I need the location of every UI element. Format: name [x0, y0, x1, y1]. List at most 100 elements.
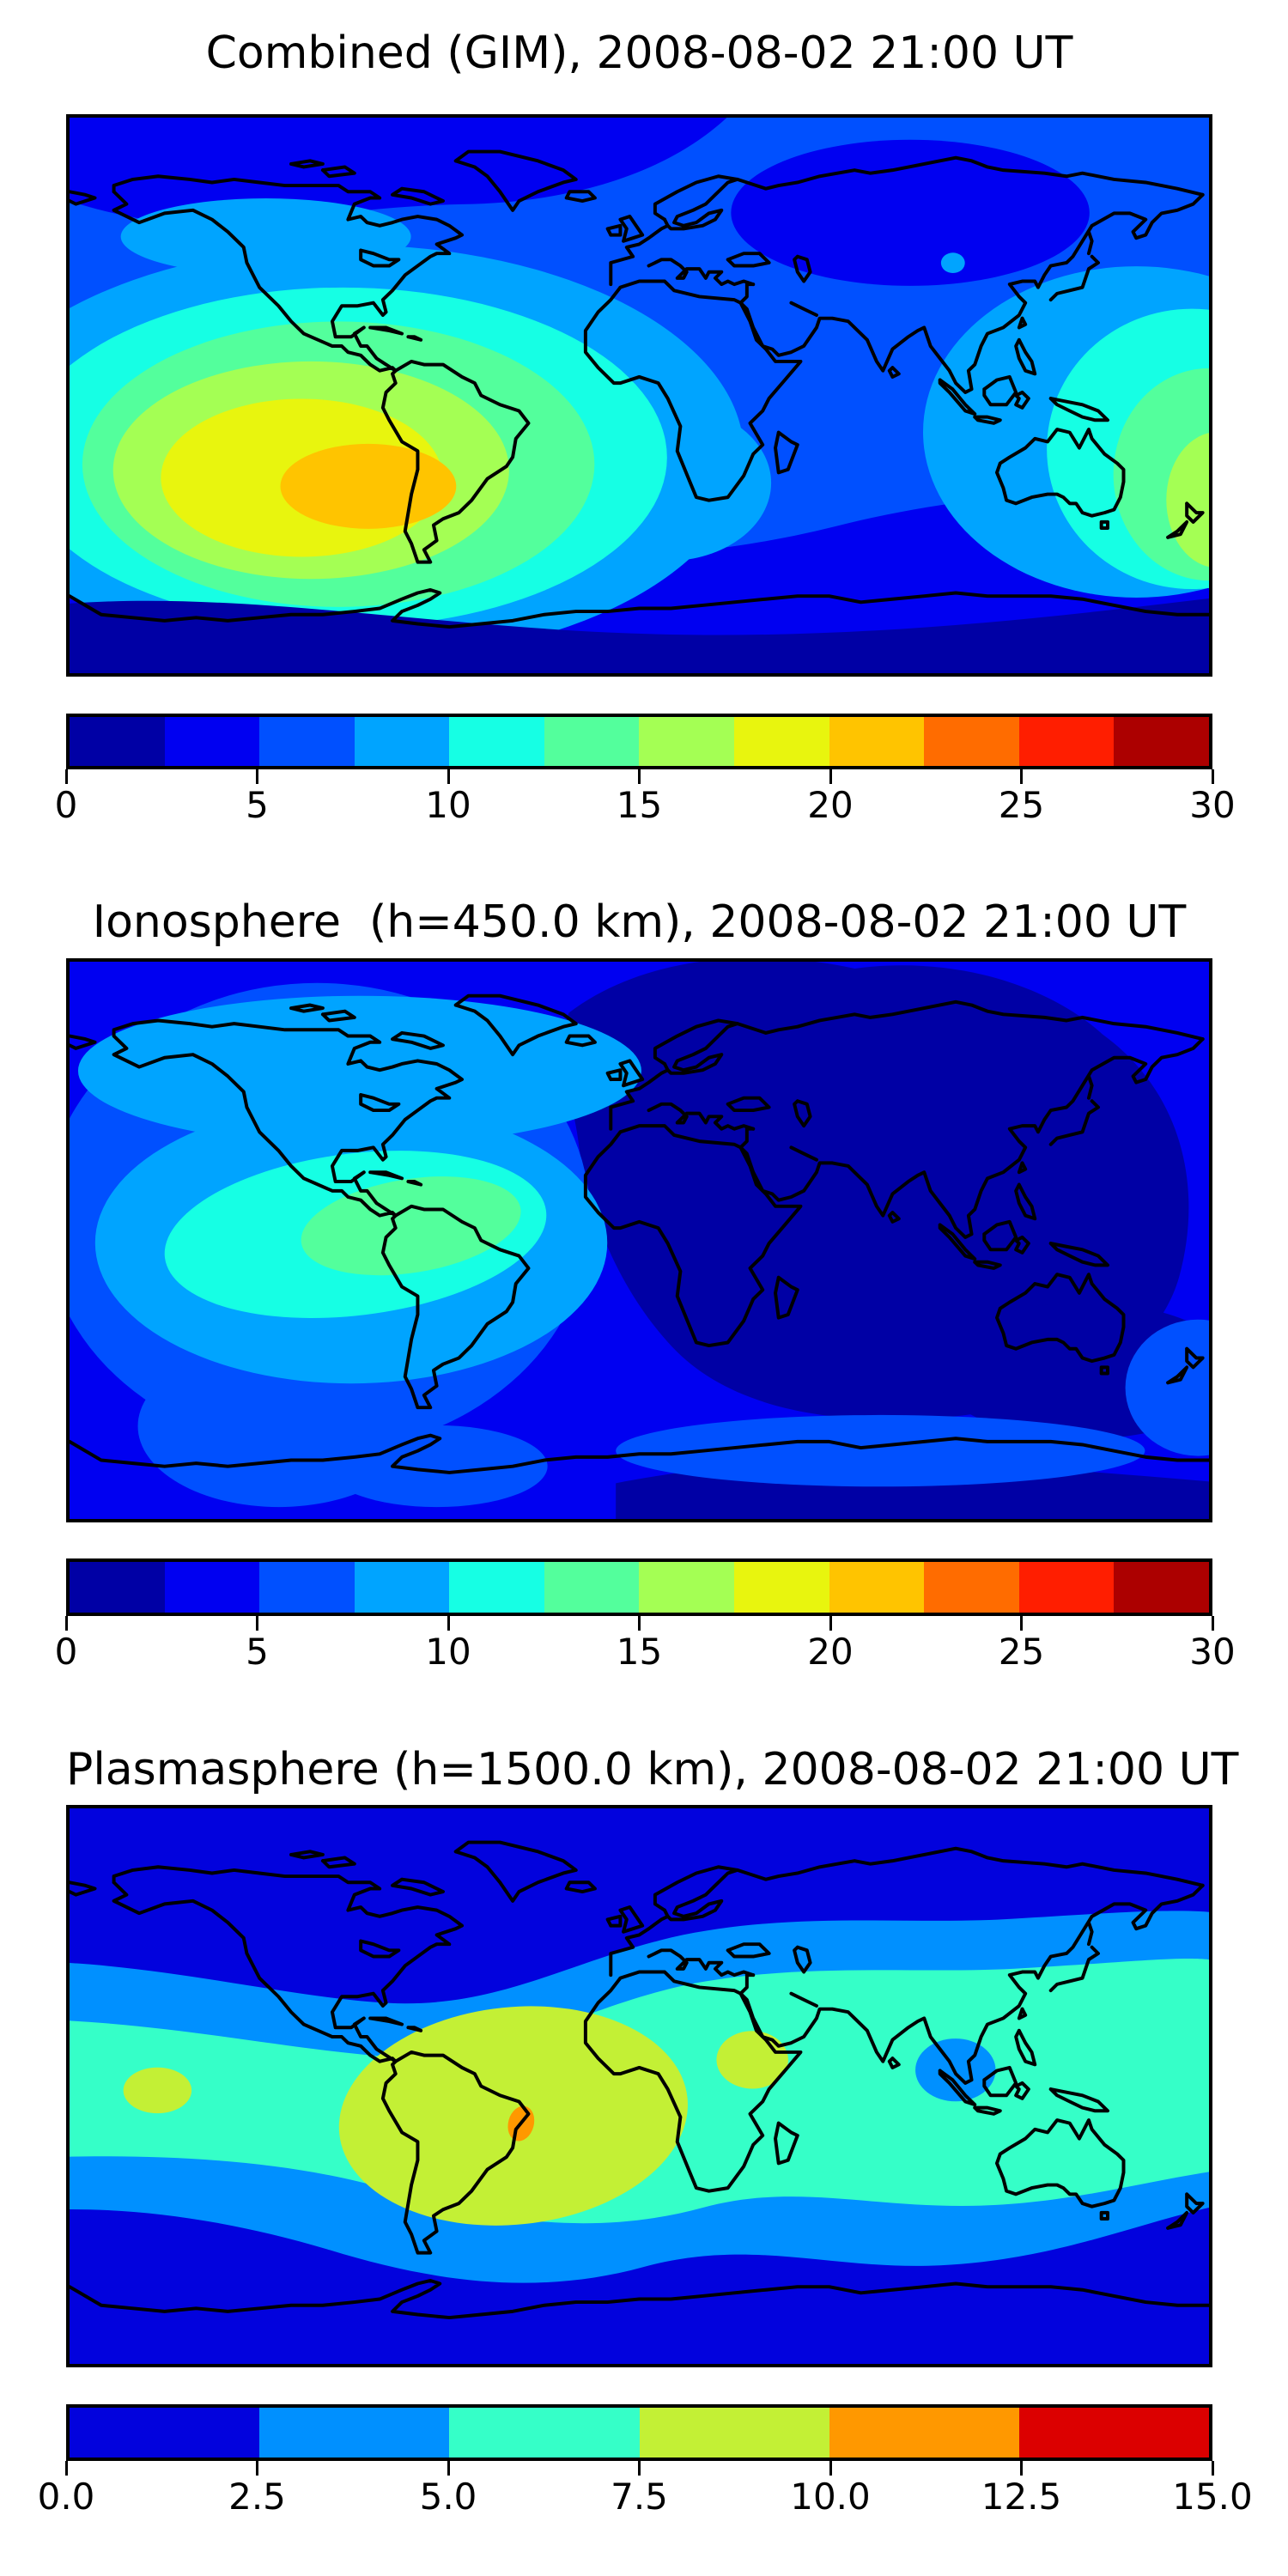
- coastline: [359, 248, 401, 268]
- colorbar-tick: [638, 769, 641, 784]
- coastline: [289, 159, 325, 169]
- colorbar-tick-label: 30: [1189, 784, 1236, 826]
- colorbar-band: [354, 1562, 450, 1613]
- colorbar-band: [164, 717, 260, 766]
- coastline: [1048, 1099, 1100, 1146]
- coastline: [995, 2118, 1126, 2208]
- coastline: [605, 223, 623, 237]
- coastline: [1048, 397, 1109, 422]
- coastline: [380, 1204, 531, 1410]
- coastline: [453, 149, 578, 212]
- colorbar-tick-label: 0: [54, 1631, 78, 1673]
- coastline: [289, 1850, 325, 1860]
- coastline: [380, 359, 531, 564]
- colorbar-band: [829, 1562, 925, 1613]
- colorbar-band: [639, 717, 735, 766]
- combined-map-svg: [70, 118, 1209, 673]
- colorbar-tick: [638, 1616, 641, 1631]
- coastline: [618, 215, 645, 243]
- coastline: [320, 1009, 356, 1023]
- coastline: [1017, 2007, 1028, 2020]
- colorbar-tick-label: 12.5: [981, 2476, 1062, 2518]
- colorbar-band: [924, 1562, 1019, 1613]
- coastline: [793, 1099, 812, 1128]
- ionosphere-map: [66, 958, 1212, 1522]
- colorbar-tick: [64, 2461, 68, 2476]
- coastline: [605, 1914, 623, 1928]
- coastline: [1086, 1920, 1094, 1947]
- colorbar-band: [734, 1562, 829, 1613]
- colorbar-tick: [1020, 769, 1023, 784]
- coastline: [1099, 1365, 1109, 1376]
- coastline: [320, 1856, 356, 1869]
- coastline: [70, 1433, 1209, 1474]
- coastline: [70, 190, 97, 206]
- coastline: [995, 1273, 1126, 1364]
- combined-colorbar-labels: 0 5 10 15 20 25 30: [55, 785, 1236, 828]
- colorbar-band: [734, 717, 829, 766]
- plasmasphere-map-svg: [70, 1808, 1209, 2364]
- coastline: [738, 1883, 1205, 2085]
- colorbar-tick: [638, 2461, 641, 2476]
- coastline: [1185, 1346, 1205, 1370]
- coastline: [1166, 2210, 1189, 2230]
- coastline: [735, 999, 1205, 1042]
- coastline: [618, 1905, 645, 1934]
- coastline: [618, 1059, 645, 1088]
- ionosphere-colorbar-labels: 0 5 10 15 20 25 30: [55, 1631, 1236, 1674]
- coastline: [609, 217, 670, 287]
- coastline: [982, 2065, 1018, 2098]
- contour-band: [70, 118, 727, 223]
- coastline: [406, 2026, 423, 2032]
- coastline: [1166, 1365, 1189, 1385]
- coastline: [726, 1096, 771, 1113]
- colorbar-tick: [447, 2461, 450, 2476]
- coastline: [938, 1223, 977, 1261]
- coastline: [406, 335, 423, 342]
- coastline: [982, 374, 1018, 407]
- plasmasphere-colorbar: [66, 2404, 1212, 2461]
- coastline: [793, 1945, 812, 1974]
- coastline: [368, 2016, 404, 2026]
- ionosphere-colorbar-ticks: [64, 1616, 1214, 1631]
- coastline: [564, 1880, 597, 1894]
- colorbar-tick: [1020, 2461, 1023, 2476]
- coastline: [1017, 1161, 1028, 1175]
- coastline: [1185, 2192, 1205, 2215]
- colorbar-band: [70, 1562, 165, 1613]
- contour-band: [731, 139, 1090, 286]
- colorbar-tick-label: 0.0: [37, 2476, 95, 2518]
- coastline: [70, 1034, 97, 1050]
- coastline: [774, 430, 799, 475]
- colorbar-tick-label: 15.0: [1172, 2476, 1253, 2518]
- colorbar-tick: [829, 1616, 832, 1631]
- coastline: [320, 165, 356, 179]
- plasmasphere-colorbar-labels: 0.0 2.5 5.0 7.5 10.0 12.5 15.0: [38, 2476, 1253, 2519]
- colorbar-band: [1018, 2408, 1210, 2458]
- coastline: [793, 254, 812, 283]
- colorbar-tick-label: 10: [425, 1631, 471, 1673]
- coastline: [973, 415, 1002, 425]
- coastline: [653, 1018, 739, 1075]
- contour-band: [70, 598, 1209, 673]
- colorbar-tick: [1211, 2461, 1214, 2476]
- coastline: [726, 252, 771, 268]
- coastline: [368, 325, 404, 336]
- coastline: [1048, 1242, 1109, 1267]
- colorbar-band: [259, 717, 355, 766]
- colorbar-tick: [829, 2461, 832, 2476]
- colorbar-tick-label: 5: [246, 1631, 269, 1673]
- coastline: [973, 1260, 1002, 1270]
- coastline: [653, 1865, 739, 1922]
- colorbar-band: [259, 2408, 450, 2458]
- colorbar-tick: [1020, 1616, 1023, 1631]
- colorbar-tick: [829, 769, 832, 784]
- coastline: [735, 1846, 1205, 1887]
- colorbar-tick: [256, 2461, 258, 2476]
- coastline: [1086, 1074, 1094, 1100]
- coastline: [726, 1942, 771, 1959]
- coastline: [391, 186, 445, 206]
- coastline: [973, 2105, 1002, 2116]
- colorbar-tick-label: 0: [54, 784, 78, 826]
- colorbar-band: [70, 2408, 260, 2458]
